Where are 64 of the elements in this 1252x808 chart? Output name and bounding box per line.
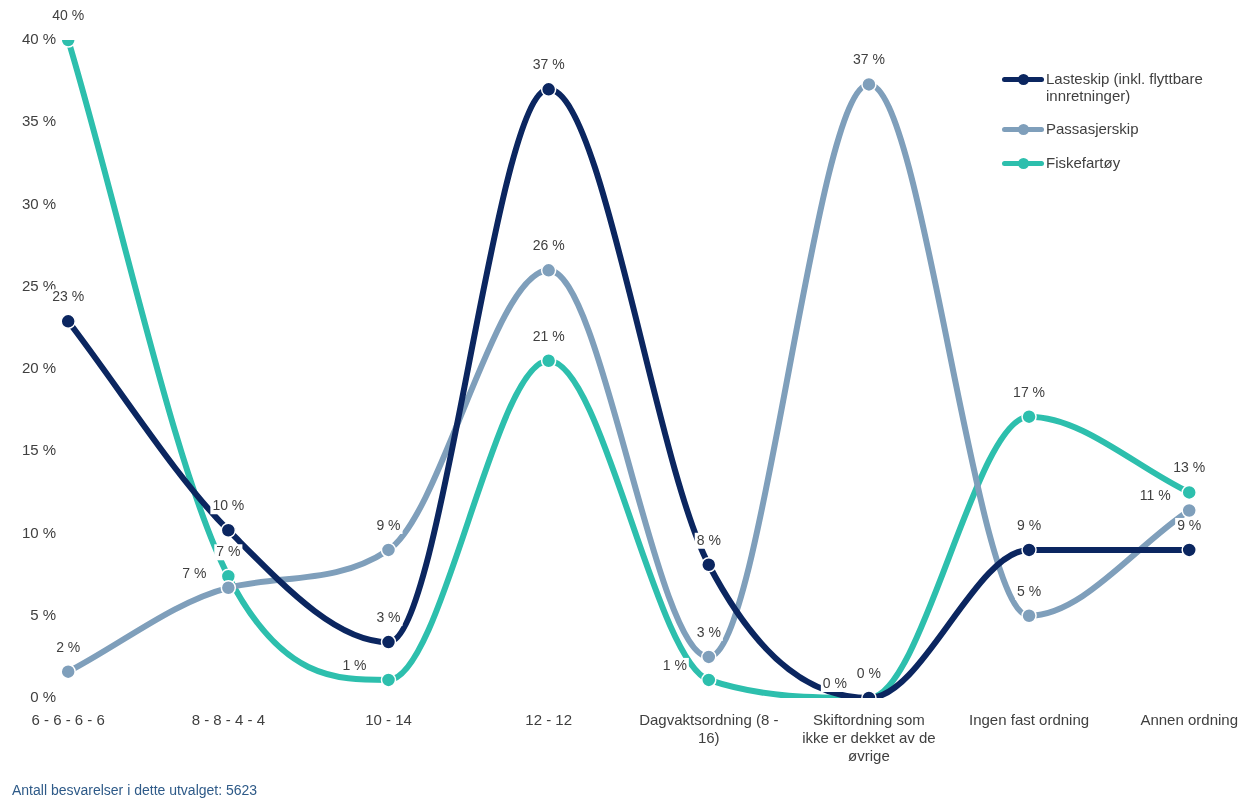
legend-label: Fiskefartøy <box>1046 154 1121 171</box>
data-label: 1 % <box>662 656 687 673</box>
data-label: 7 % <box>182 564 207 581</box>
data-label: 13 % <box>1173 459 1206 476</box>
data-label: 1 % <box>342 656 367 673</box>
point <box>220 522 237 538</box>
data-label: 40 % <box>52 6 85 23</box>
data-label: 10 % <box>212 497 245 514</box>
point <box>701 557 717 573</box>
legend-label: Lasteskip (inkl. flyttbare innretninger) <box>1046 70 1204 104</box>
data-label: 2 % <box>56 638 81 655</box>
point <box>1021 608 1037 624</box>
data-label: 0 % <box>856 664 881 681</box>
x-tick-label: Annen ordning <box>1140 711 1239 729</box>
data-label: 3 % <box>696 623 721 640</box>
point <box>1021 408 1037 425</box>
y-tick-label: 5 % <box>30 605 57 623</box>
point <box>540 353 557 369</box>
point <box>60 313 76 330</box>
point <box>1181 484 1197 501</box>
y-tick-label: 10 % <box>21 523 57 541</box>
y-tick-label: 30 % <box>21 194 57 212</box>
point <box>540 81 557 98</box>
point <box>861 76 877 93</box>
x-tick-label: 10 - 14 <box>365 711 412 729</box>
y-tick-label: 35 % <box>21 112 57 130</box>
y-tick-label: 20 % <box>21 359 57 377</box>
data-label: 3 % <box>376 608 401 625</box>
x-tick-label: 8 - 8 - 4 - 4 <box>191 711 266 729</box>
data-label: 17 % <box>1013 383 1046 400</box>
y-tick-label: 15 % <box>21 441 57 459</box>
data-label: 26 % <box>532 237 565 254</box>
point <box>380 672 397 688</box>
data-label: 5 % <box>1017 582 1042 599</box>
data-label: 8 % <box>696 531 721 548</box>
point <box>701 649 717 665</box>
point <box>540 262 557 279</box>
data-label: 37 % <box>532 56 565 73</box>
point <box>220 580 237 596</box>
data-label: 11 % <box>1139 487 1171 504</box>
text: Antall besvarelser i dette utvalget: 5623 <box>12 782 258 798</box>
y-tick-label: 0 % <box>30 688 57 706</box>
data-label: 9 % <box>376 516 401 533</box>
legend-label: Passasjerskip <box>1046 120 1139 137</box>
data-label: 23 % <box>52 288 85 305</box>
x-tick-label: 6 - 6 - 6 - 6 <box>31 711 105 729</box>
x-tick-label: 12 - 12 <box>525 711 572 729</box>
point <box>60 663 76 680</box>
y-tick-label: 40 % <box>21 30 57 48</box>
point <box>701 672 717 688</box>
x-tick-label: Skiftordning som ikke er dekket av de øvrige <box>802 711 936 765</box>
data-label: 9 % <box>1177 516 1202 533</box>
x-tick-label: Dagvaktsordning (8 - 16) <box>639 711 779 747</box>
x-tick-label: Ingen fast ordning <box>969 711 1090 729</box>
data-label: 37 % <box>852 51 885 68</box>
point <box>1181 542 1197 558</box>
data-label: 21 % <box>532 327 565 344</box>
data-label: 9 % <box>1017 516 1042 533</box>
point <box>380 542 397 558</box>
point <box>1021 542 1037 558</box>
data-label: 7 % <box>216 543 241 560</box>
point <box>380 634 397 650</box>
point <box>1181 502 1197 519</box>
data-label: 0 % <box>822 674 847 691</box>
